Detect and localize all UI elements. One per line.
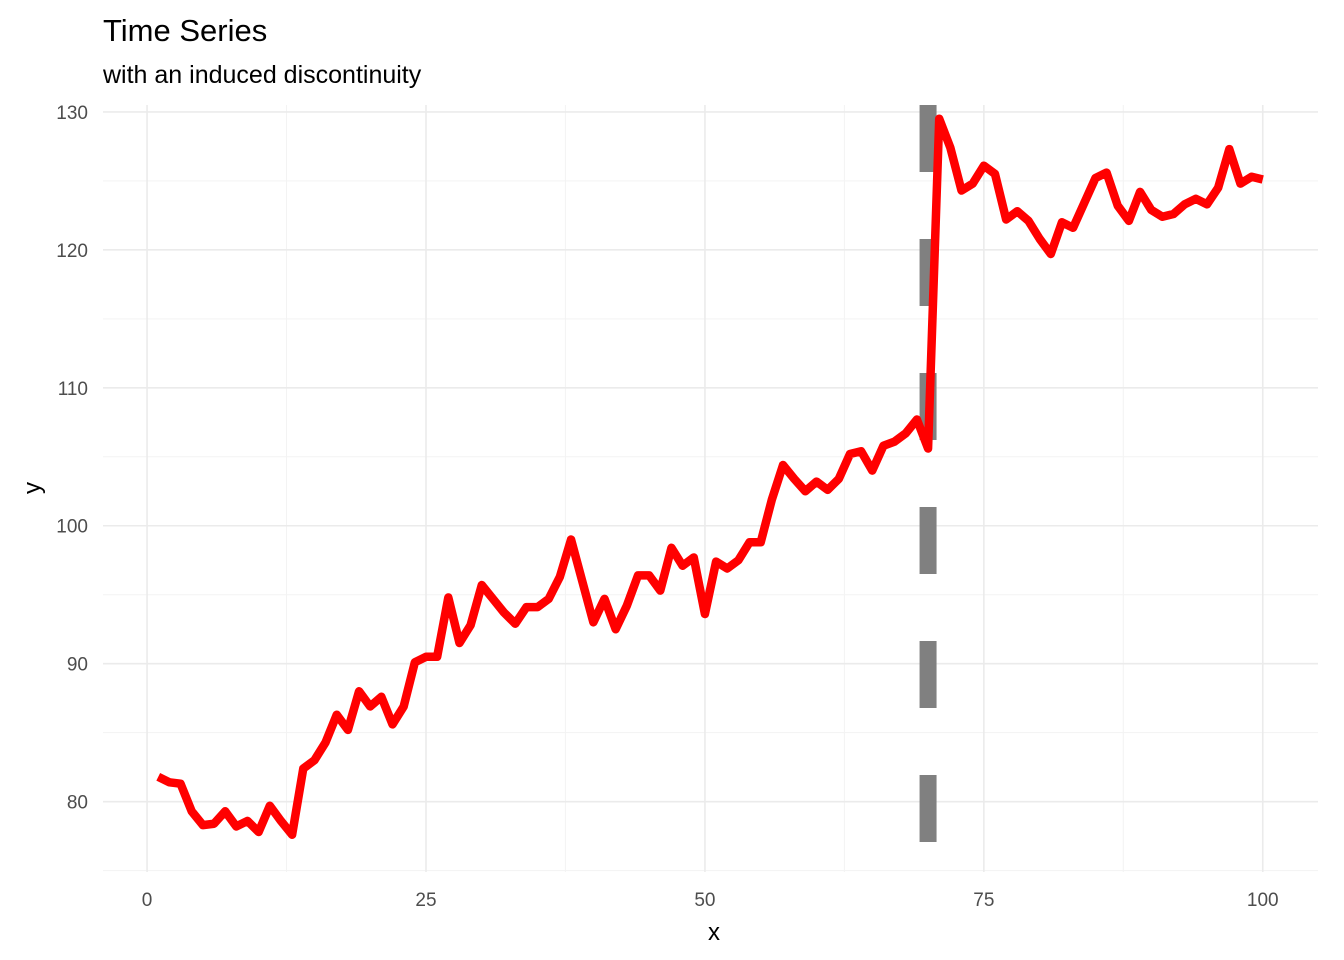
- y-tick-label: 110: [58, 379, 88, 400]
- chart-title: Time Series: [103, 13, 267, 48]
- chart-subtitle: with an induced discontinuity: [102, 61, 422, 89]
- x-tick-label: 50: [694, 890, 715, 911]
- y-tick-label: 90: [67, 655, 88, 676]
- series-layer: [156, 114, 1264, 839]
- x-tick-label: 100: [1247, 890, 1279, 911]
- series-line: [156, 114, 1264, 839]
- y-tick-label: 130: [56, 103, 88, 124]
- tick-labels: 0 25 50 75 100 80 90 100 110 120 130: [56, 103, 1278, 911]
- y-tick-label: 80: [67, 793, 88, 814]
- x-tick-label: 75: [973, 890, 994, 911]
- y-tick-label: 100: [56, 517, 88, 538]
- x-tick-label: 0: [142, 890, 153, 911]
- y-axis-title: y: [19, 482, 46, 494]
- x-tick-label: 25: [415, 890, 436, 911]
- x-axis-title: x: [708, 919, 720, 946]
- grid: [103, 105, 1318, 872]
- y-tick-label: 120: [56, 241, 88, 262]
